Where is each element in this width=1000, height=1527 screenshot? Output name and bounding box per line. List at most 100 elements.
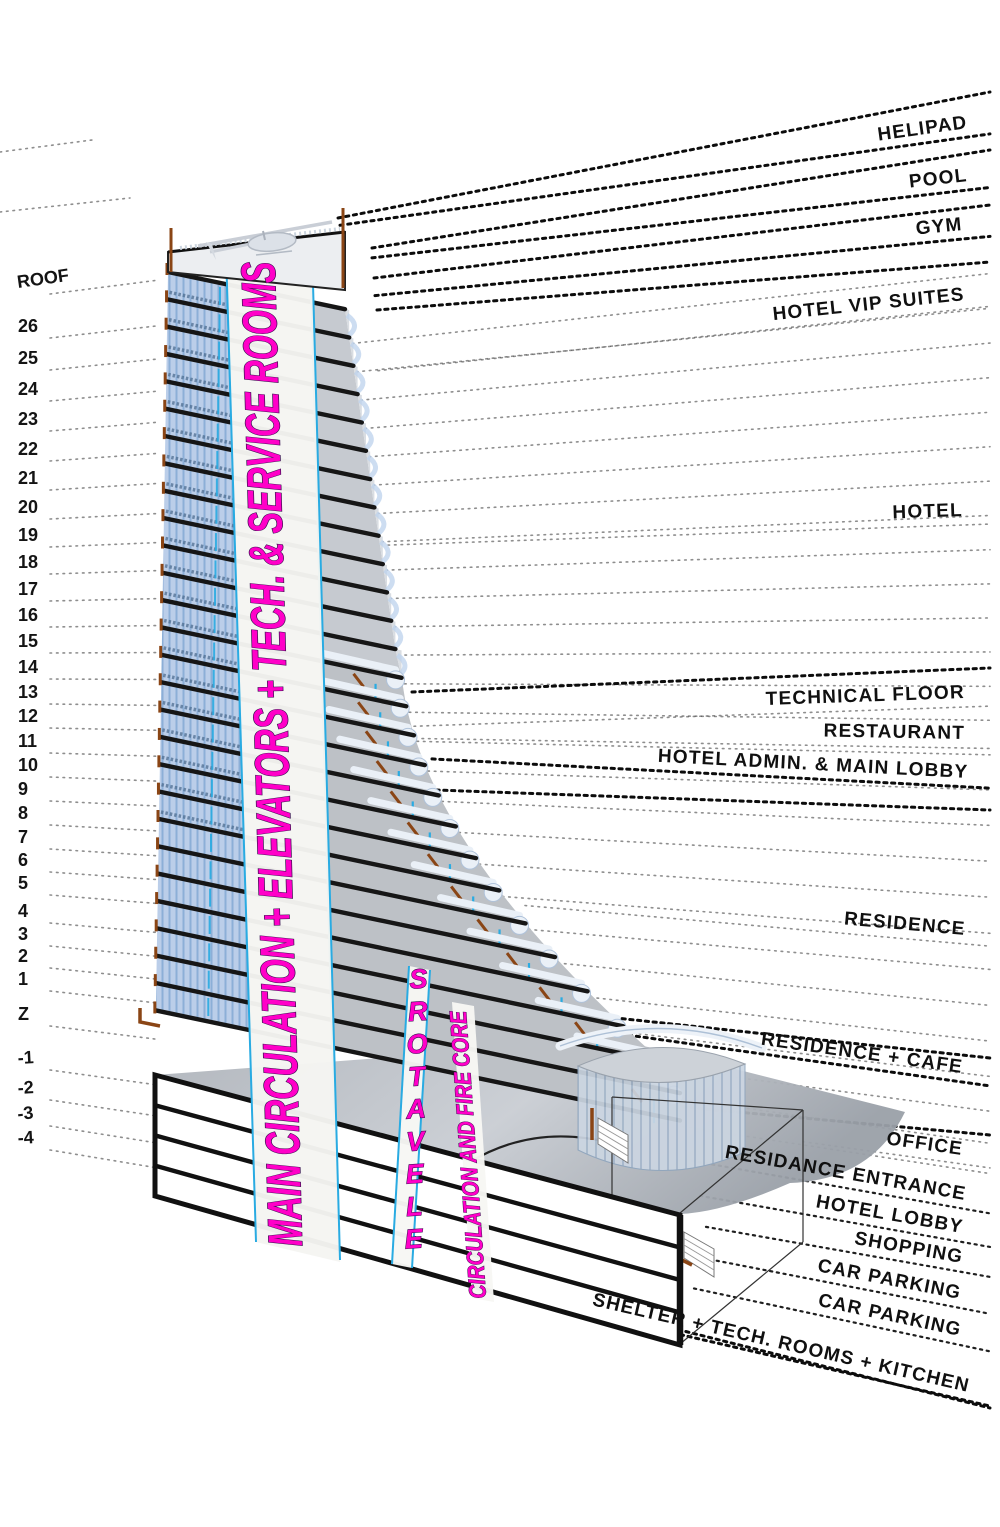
stair-step xyxy=(597,1124,629,1143)
program-label: POOL xyxy=(908,165,969,193)
leader-line xyxy=(359,342,991,401)
floor-label-4: 4 xyxy=(18,901,28,921)
glass-fin xyxy=(353,369,366,394)
leader-line xyxy=(49,512,157,520)
leader-line xyxy=(49,624,157,628)
volume-wireframe xyxy=(679,1109,804,1214)
leader-line xyxy=(49,325,157,339)
leader-line xyxy=(338,132,992,227)
glass-facade xyxy=(156,928,248,975)
leader-line xyxy=(49,848,157,857)
glass-facade xyxy=(158,846,246,893)
leader-line xyxy=(49,752,157,757)
core-edge-line xyxy=(411,969,431,1269)
core-edge-line xyxy=(311,247,341,1261)
leader-line xyxy=(49,569,157,575)
facade-bracket xyxy=(375,760,388,775)
floor-plate xyxy=(310,301,350,338)
floor-label-24: 24 xyxy=(18,379,38,399)
leader-line xyxy=(692,1287,992,1353)
leader-line xyxy=(664,1067,991,1113)
leader-line xyxy=(49,597,157,602)
stair-step xyxy=(683,1244,715,1264)
volume-wireframe xyxy=(679,1241,804,1345)
leader-line xyxy=(49,541,157,548)
leader-line xyxy=(373,234,992,298)
glass-fin xyxy=(383,568,395,593)
leader-line xyxy=(49,421,157,432)
leader-line xyxy=(704,1225,992,1279)
stair-step xyxy=(597,1137,629,1157)
floor-slab-edge xyxy=(154,926,626,1029)
balcony-railing xyxy=(325,705,412,731)
leader-line xyxy=(49,1025,157,1040)
mullion-row xyxy=(164,564,237,583)
program-label: RESIDENCE + CAFE xyxy=(760,1029,964,1078)
leader-line xyxy=(49,1099,157,1117)
leader-line xyxy=(355,307,991,373)
floor-label-14: 14 xyxy=(18,657,38,677)
floor-label-16: 16 xyxy=(18,605,38,625)
leader-line xyxy=(403,683,991,688)
ground-bracket xyxy=(138,1008,161,1028)
mullion-row xyxy=(161,755,243,777)
glass-fin xyxy=(374,511,387,536)
leader-line xyxy=(589,996,991,1042)
leader-line xyxy=(389,583,991,600)
heli-body xyxy=(247,231,297,253)
glass-facade xyxy=(165,408,232,451)
leader-line xyxy=(0,139,93,153)
floor-plate xyxy=(319,605,396,650)
mullion-row xyxy=(169,290,228,307)
balcony-railing xyxy=(350,766,437,791)
core-label-elevators: V xyxy=(405,1126,427,1157)
drum-stairs-wirebox xyxy=(555,1024,804,1345)
floor-slab-edge xyxy=(155,898,590,994)
floor-label-1: 1 xyxy=(18,969,28,989)
leader-line xyxy=(384,548,991,571)
stair-step xyxy=(597,1130,629,1150)
floor-label-19: 19 xyxy=(18,525,38,545)
floor-slab-edge xyxy=(155,871,558,960)
balcony-railing xyxy=(387,828,474,854)
balcony-railing xyxy=(466,927,553,953)
core-label-elevators: E xyxy=(404,1223,425,1254)
balcony-railing xyxy=(367,797,454,822)
core-label-elevators: E xyxy=(405,1158,426,1189)
leader-line xyxy=(363,376,991,430)
leader-line xyxy=(49,922,157,934)
leader-line xyxy=(49,1149,157,1169)
leader-line xyxy=(368,411,991,458)
facade-bracket xyxy=(357,701,370,717)
leader-line xyxy=(408,711,991,722)
glass-fin xyxy=(358,398,370,423)
leader-line xyxy=(380,514,991,543)
leader-line xyxy=(372,203,992,280)
floor-label-12: 12 xyxy=(18,706,38,726)
mullion-row xyxy=(166,482,234,501)
balcony-railing xyxy=(437,894,524,919)
facade-bracket xyxy=(352,672,365,688)
floor-label-22: 22 xyxy=(18,439,38,459)
mullion-row xyxy=(162,673,240,694)
glass-fin xyxy=(379,539,391,564)
drum-railing-edge xyxy=(559,1027,763,1049)
glass-fin xyxy=(391,624,404,649)
floor-label--1: -1 xyxy=(17,1047,34,1068)
core-band xyxy=(225,246,494,1302)
leader-line xyxy=(698,1194,992,1249)
leader-line xyxy=(558,1010,992,1060)
leader-line xyxy=(426,770,991,791)
floor-label-6: 6 xyxy=(18,850,28,870)
facade-bracket xyxy=(505,952,519,967)
mullion-row xyxy=(164,591,238,611)
balcony-railing xyxy=(499,961,586,987)
program-label: OFFICE xyxy=(885,1128,964,1159)
leader-line xyxy=(370,148,992,250)
core-label-elevators: A xyxy=(404,1093,427,1124)
roof-helipad xyxy=(167,208,346,292)
floor-label-2: 2 xyxy=(18,946,28,966)
glass-facade xyxy=(163,518,236,561)
leader-line xyxy=(49,1069,157,1086)
